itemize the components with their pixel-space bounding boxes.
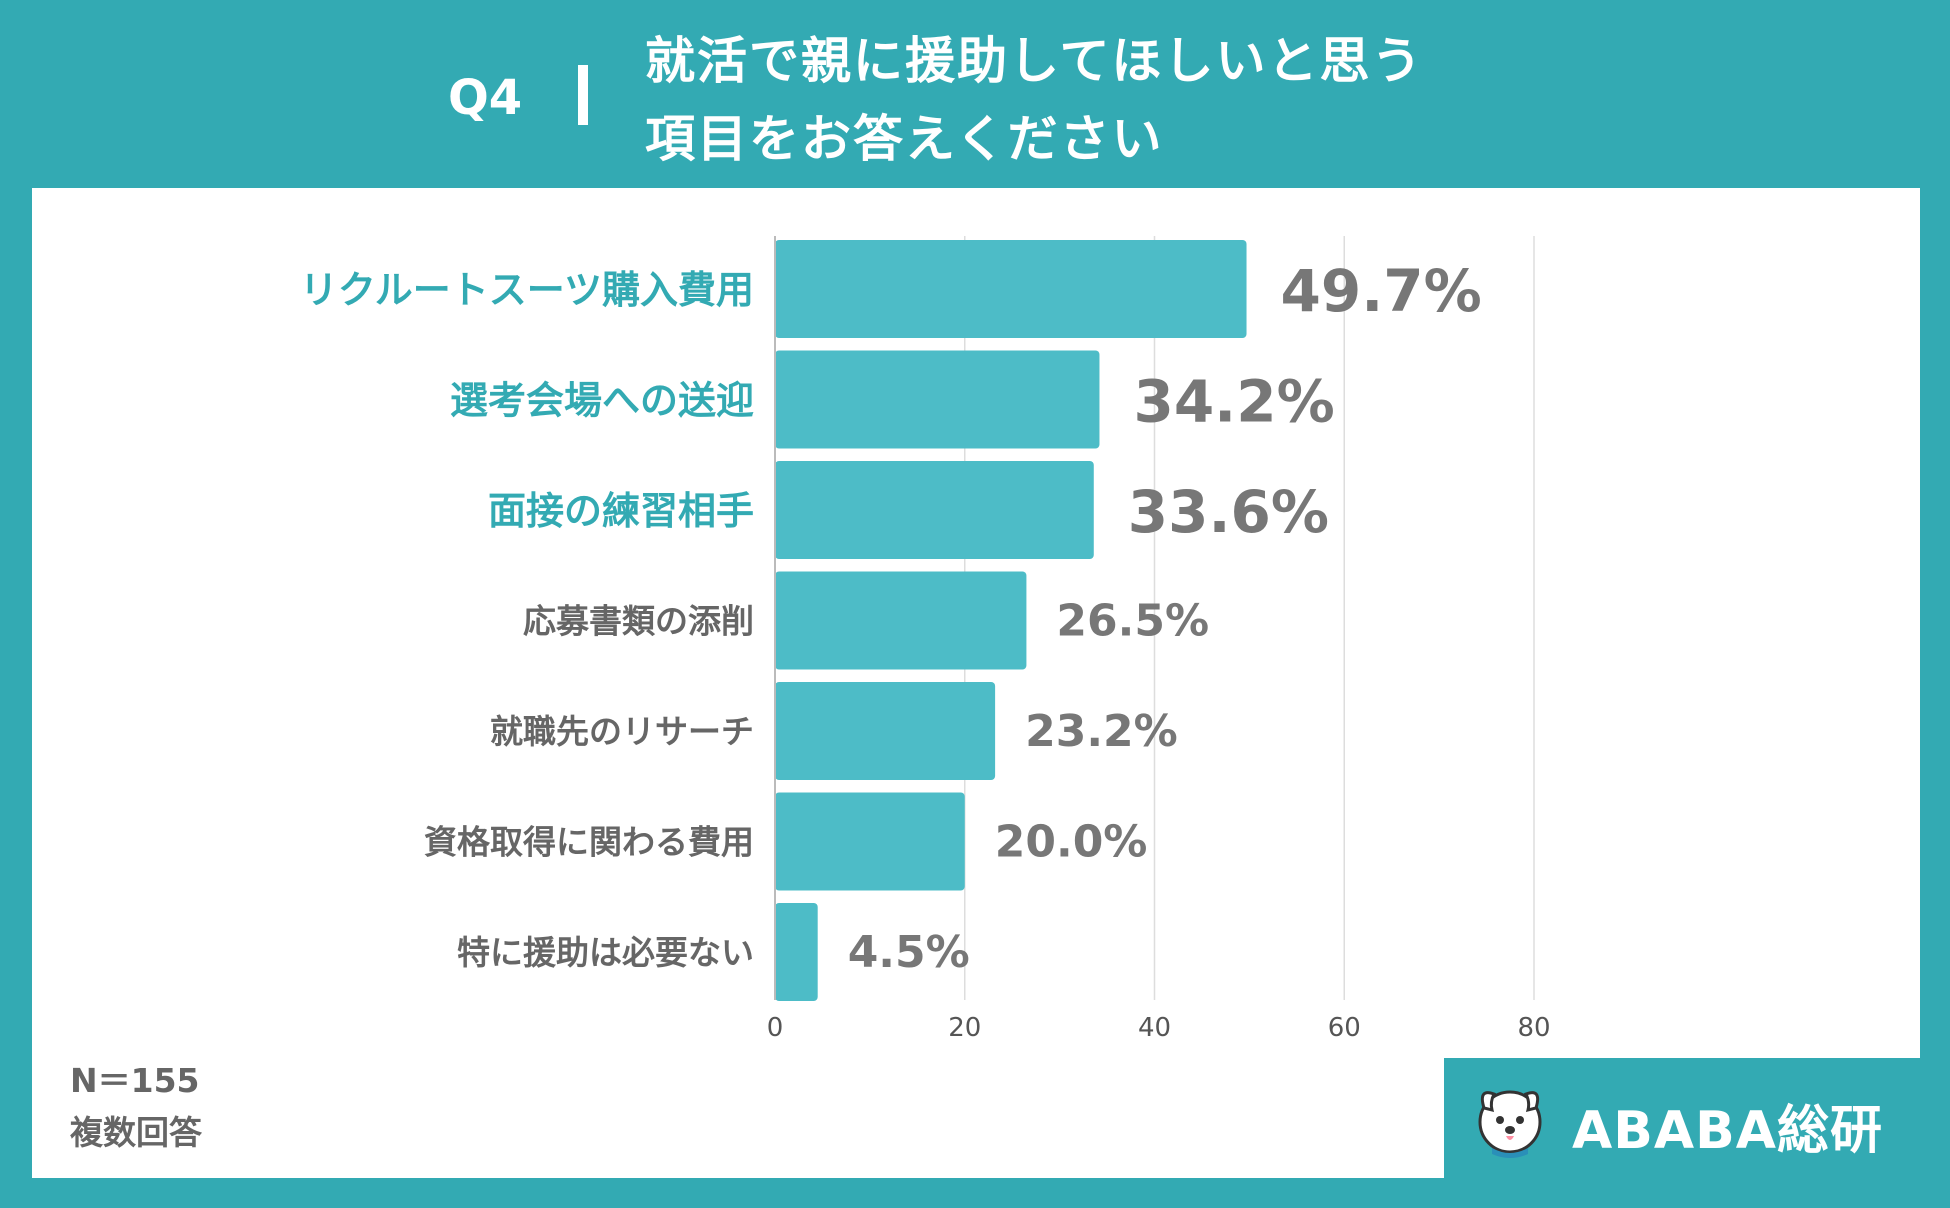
- survey-note: N＝155 複数回答: [70, 1055, 202, 1159]
- category-label: 特に援助は必要ない: [457, 933, 754, 972]
- title-line-2: 項目をお答えください: [645, 110, 1164, 168]
- question-label: Q4: [448, 70, 523, 126]
- divider-bar: [578, 65, 588, 125]
- data-label: 20.0%: [995, 817, 1148, 868]
- answer-type: 複数回答: [70, 1113, 202, 1152]
- x-tick-label: 80: [1517, 1013, 1550, 1043]
- bar: [775, 792, 965, 891]
- dog-mascot-icon: [1478, 1090, 1542, 1158]
- bar: [775, 682, 996, 780]
- category-label: 就職先のリサーチ: [490, 712, 754, 751]
- title-line-1: 就活で親に援助してほしいと思う: [645, 32, 1424, 90]
- category-label: 応募書類の添削: [523, 602, 754, 641]
- bar: [775, 461, 1094, 559]
- data-label: 33.6%: [1128, 478, 1329, 546]
- header: Q4 就活で親に援助してほしいと思う 項目をお答えください: [0, 0, 1950, 188]
- data-label: 23.2%: [1025, 706, 1178, 757]
- category-label: 面接の練習相手: [488, 489, 754, 533]
- bar: [775, 571, 1027, 670]
- bar: [775, 350, 1100, 449]
- x-tick-label: 20: [948, 1013, 981, 1043]
- category-label: 選考会場への送迎: [450, 379, 754, 423]
- data-label: 49.7%: [1281, 257, 1482, 325]
- page-title: 就活で親に援助してほしいと思う 項目をお答えください: [645, 22, 1424, 178]
- bar: [775, 240, 1247, 338]
- bar-chart: 0 20 40 60 80 リクルートスーツ購入費用 49.7% 選考会場への送迎 34.2% 面…: [300, 236, 1551, 1043]
- data-label: 26.5%: [1056, 596, 1209, 647]
- bar: [775, 903, 818, 1001]
- chart-panel: 0 20 40 60 80 リクルートスーツ購入費用 49.7% 選考会場への送迎 34.2% 面…: [32, 188, 1920, 1178]
- sample-size: N＝155: [70, 1061, 200, 1100]
- x-tick-label: 60: [1328, 1013, 1361, 1043]
- x-tick-label: 40: [1138, 1013, 1171, 1043]
- category-label: リクルートスーツ購入費用: [300, 268, 754, 312]
- data-label: 4.5%: [848, 927, 970, 978]
- category-label: 資格取得に関わる費用: [424, 823, 754, 862]
- brand-badge: ABABA総研: [1444, 1058, 1920, 1178]
- brand-name: ABABA総研: [1572, 1101, 1884, 1161]
- x-tick-label: 0: [767, 1013, 784, 1043]
- data-label: 34.2%: [1133, 368, 1334, 436]
